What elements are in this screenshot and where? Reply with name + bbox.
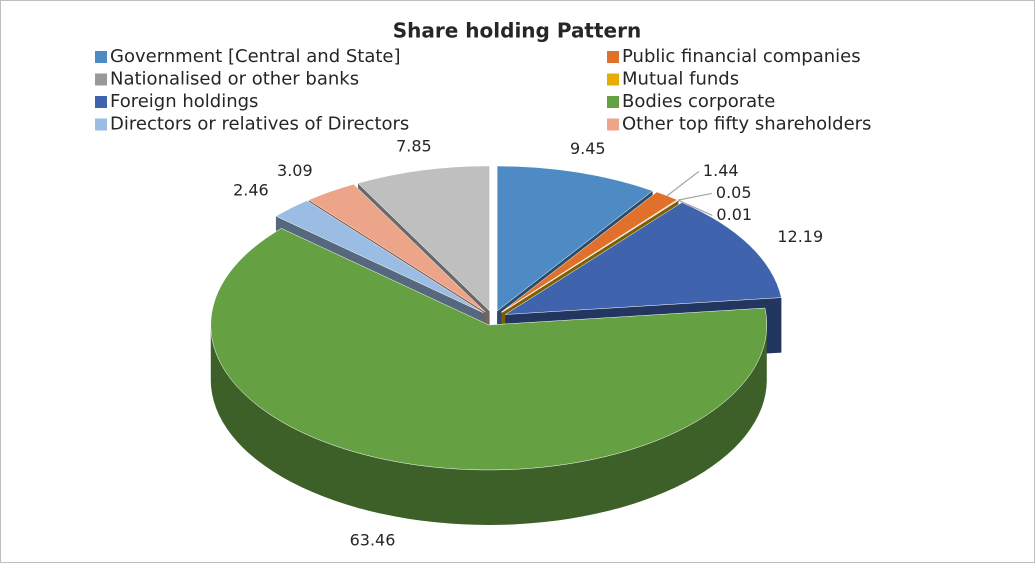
slice: [308, 183, 486, 313]
value-label: 63.46: [350, 531, 396, 550]
labels: 9.45 1.44 0.05 0.01 12.19 63.46 2.46 3.09 7.85: [233, 137, 823, 550]
leader-line: [677, 192, 713, 201]
legend-swatch: [95, 118, 107, 131]
value-label: 0.05: [716, 183, 752, 202]
legend-swatch: [607, 96, 619, 108]
value-label: 9.45: [570, 139, 606, 158]
legend-label: Other top fifty shareholders: [622, 114, 871, 135]
slice: [210, 228, 767, 471]
value-label: 7.85: [396, 137, 432, 156]
slice: [275, 200, 484, 313]
slice: [357, 165, 490, 312]
chart-title: Share holding Pattern: [393, 19, 641, 43]
legend-label: Directors or relatives of Directors: [110, 114, 409, 135]
value-label: 0.01: [716, 205, 752, 224]
legend-swatch: [95, 96, 107, 108]
value-label: 12.19: [777, 227, 823, 246]
legend-label: Mutual funds: [622, 69, 739, 90]
legend-label: Bodies corporate: [622, 91, 775, 112]
value-label: 2.46: [233, 180, 269, 199]
slice-side: [210, 324, 767, 525]
legend-swatch: [607, 73, 619, 86]
value-label: 3.09: [277, 161, 313, 180]
legend-swatch: [607, 118, 619, 131]
leader-line: [678, 199, 713, 216]
legend-swatch: [95, 51, 107, 63]
legend-label: Foreign holdings: [110, 91, 258, 112]
legend-swatch: [607, 51, 619, 63]
slice: [496, 165, 654, 312]
legend-label: Public financial companies: [622, 46, 861, 67]
legend-swatch: [95, 73, 107, 86]
slice: [505, 202, 782, 315]
leader-line: [666, 170, 700, 197]
pie-tops: [210, 165, 782, 471]
legend-label: Nationalised or other banks: [110, 69, 359, 90]
legend-label: Government [Central and State]: [110, 46, 401, 67]
value-label: 1.44: [703, 161, 739, 180]
